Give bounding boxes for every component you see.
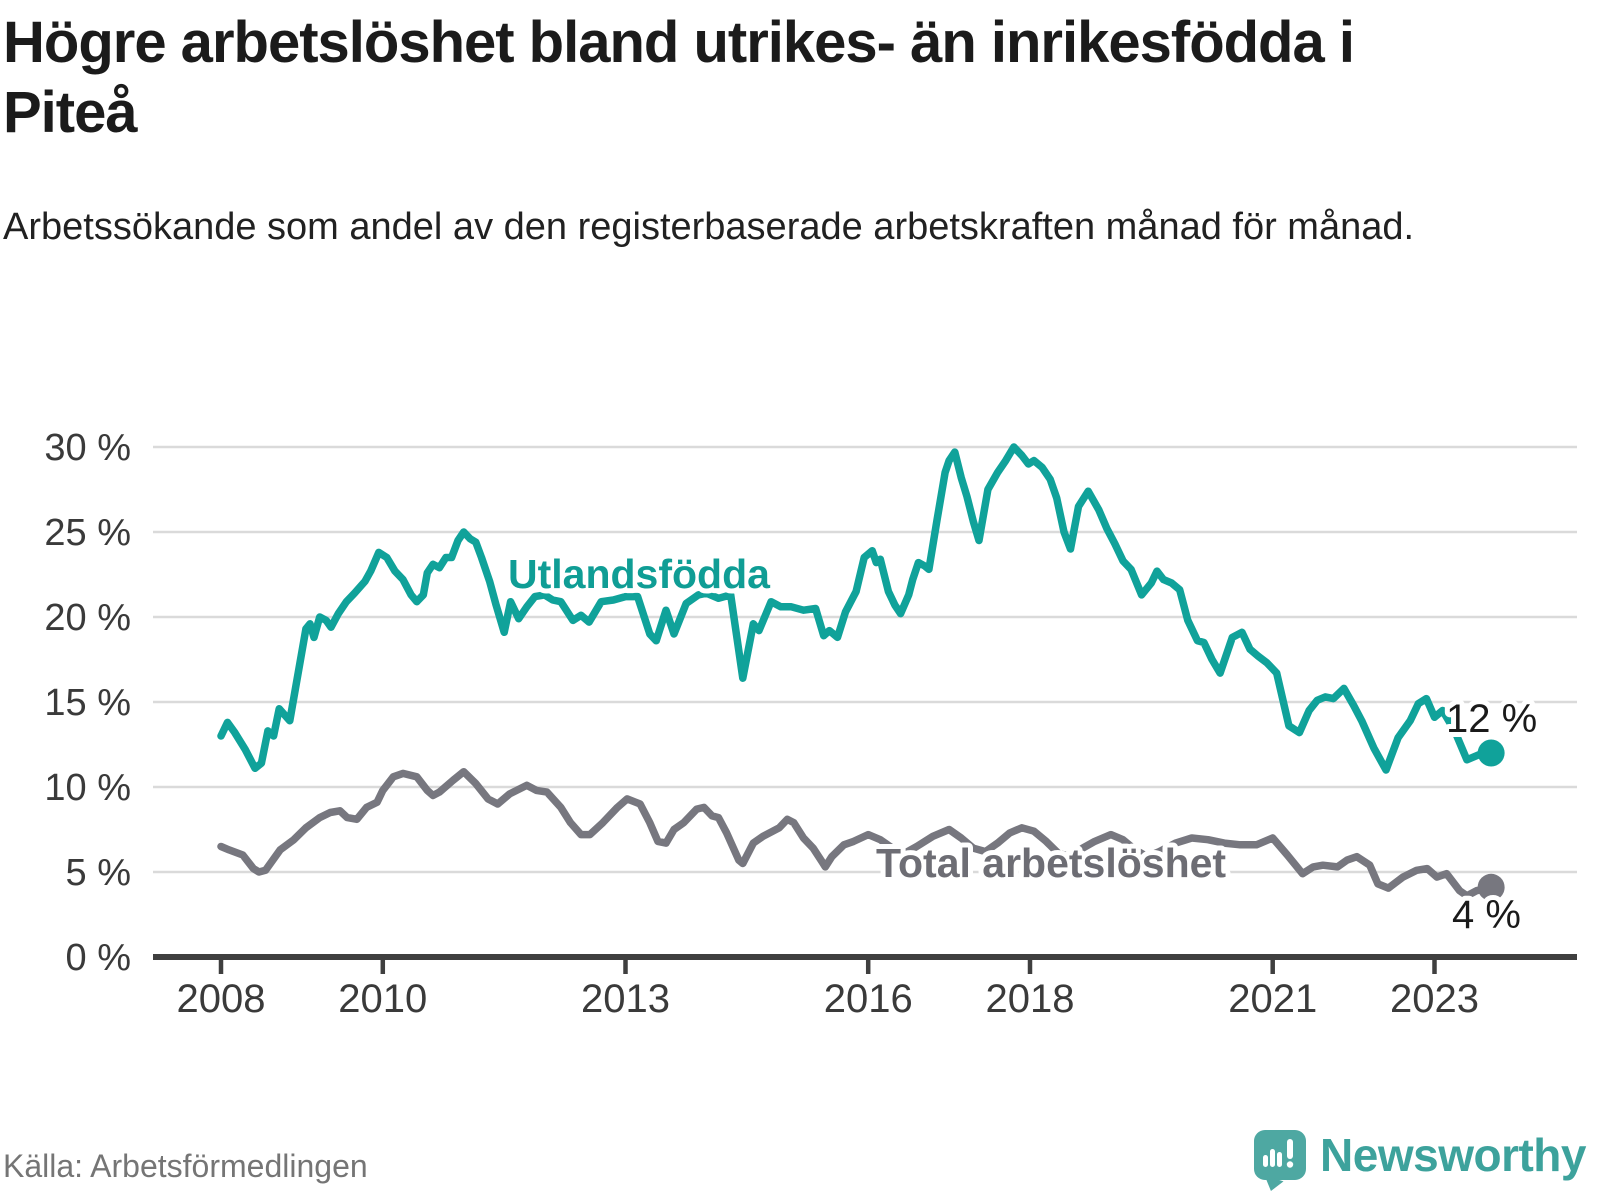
newsworthy-logo: Newsworthy <box>1254 1128 1586 1182</box>
x-axis-label: 2016 <box>824 977 913 1021</box>
y-axis-label: 5 % <box>66 852 131 894</box>
y-axis-label: 10 % <box>44 767 131 809</box>
y-axis-label: 25 % <box>44 512 131 554</box>
y-axis-label: 15 % <box>44 682 131 724</box>
bar-chart-exclamation-icon <box>1263 1139 1294 1168</box>
x-axis-label: 2008 <box>177 977 266 1021</box>
series-end-dot-total-arbetsloshet <box>1477 873 1505 901</box>
chart-subtitle: Arbetssökande som andel av den registerb… <box>3 206 1415 248</box>
x-axis-label: 2023 <box>1390 977 1479 1021</box>
series-end-dot-utlandsfodda <box>1477 739 1505 767</box>
series-label-utlandsfodda: Utlandsfödda <box>508 551 771 597</box>
chart-canvas: 0 % 5 % 10 % 15 % 20 % 25 % 30 % 2008 2010 2013 20… <box>44 427 1577 1021</box>
y-axis-label: 0 % <box>66 937 131 979</box>
x-axis-label: 2013 <box>581 977 670 1021</box>
source-note: Källa: Arbetsförmedlingen <box>3 1148 368 1184</box>
x-axis-label: 2010 <box>338 977 427 1021</box>
x-axis-label: 2018 <box>986 977 1075 1021</box>
chart-title: Högre arbetslöshet bland utrikes- än inr… <box>3 10 1355 145</box>
end-value-label-utlandsfodda: 12 % <box>1446 697 1537 741</box>
series-label-total-arbetsloshet: Total arbetslöshet <box>876 840 1226 886</box>
newsworthy-wordmark: Newsworthy <box>1320 1129 1586 1181</box>
y-axis-label: 20 % <box>44 597 131 639</box>
speech-bubble-icon <box>1254 1130 1307 1180</box>
y-axis-label: 30 % <box>44 427 131 469</box>
series-line-total-arbetsloshet <box>217 767 1495 900</box>
series-line-utlandsfodda <box>217 443 1495 774</box>
end-value-label-total-arbetsloshet: 4 % <box>1452 893 1521 937</box>
unemployment-line-chart: 0 % 5 % 10 % 15 % 20 % 25 % 30 % 2008 2010 2013 20… <box>0 400 1600 1040</box>
x-axis-label: 2021 <box>1228 977 1317 1021</box>
